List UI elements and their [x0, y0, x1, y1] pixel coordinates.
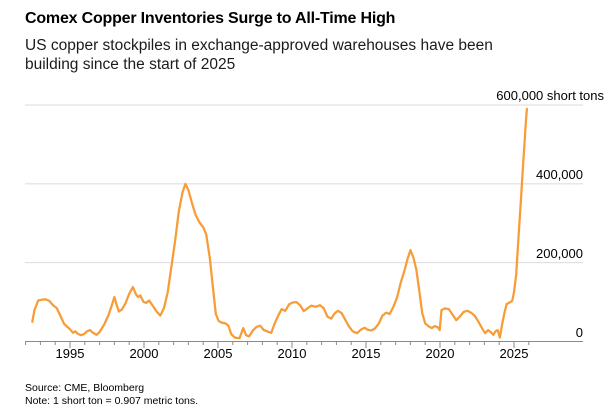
y-axis-label: 600,000 short tons [496, 88, 604, 103]
y-axis-label: 400,000 [536, 166, 583, 182]
chart-subtitle: US copper stockpiles in exchange-approve… [25, 36, 493, 74]
inventory-line-series [31, 107, 529, 340]
chart-subtitle-line2: building since the start of 2025 [25, 56, 236, 73]
x-axis-label: 2025 [499, 346, 529, 361]
y-axis-label: 200,000 [536, 245, 583, 261]
x-axis-label: 2010 [277, 346, 307, 361]
y-axis-label: 0 [575, 324, 583, 340]
source-note: Source: CME, Bloomberg [25, 382, 145, 394]
chart-title: Comex Copper Inventories Surge to All-Ti… [25, 10, 396, 27]
x-axis-label: 2005 [203, 346, 233, 361]
chart-subtitle-line1: US copper stockpiles in exchange-approve… [25, 37, 493, 54]
x-axis-label: 2000 [129, 346, 159, 361]
x-axis-label: 2020 [425, 346, 455, 361]
x-axis-label: 2015 [351, 346, 381, 361]
x-axis-label: 1995 [55, 346, 85, 361]
conversion-note: Note: 1 short ton = 0.907 metric tons. [25, 395, 199, 407]
chart-footnotes: Source: CME, Bloomberg Note: 1 short ton… [25, 382, 198, 408]
